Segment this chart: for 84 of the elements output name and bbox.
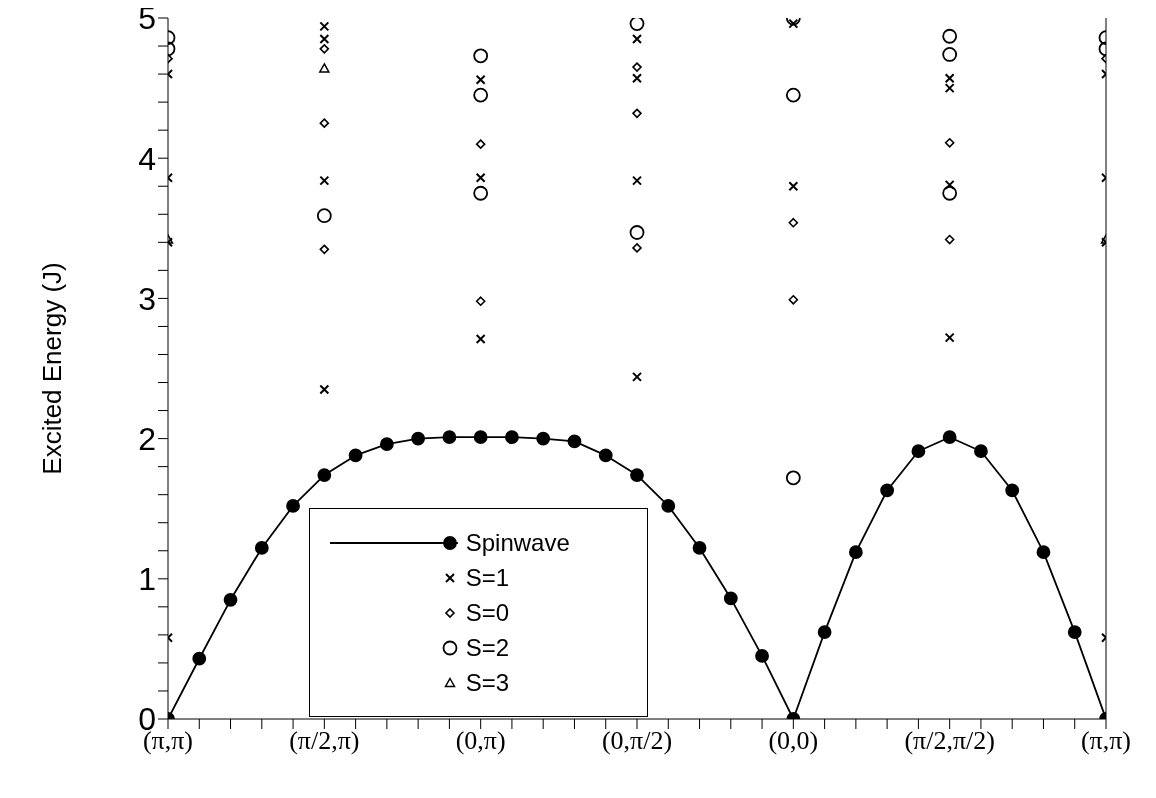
point	[192, 651, 207, 666]
point	[942, 430, 957, 445]
y-axis-title: Excited Energy (J)	[37, 262, 68, 475]
point	[348, 448, 363, 463]
point	[473, 48, 489, 64]
point	[629, 225, 645, 240]
point	[632, 34, 642, 45]
y-tick-label: 3	[138, 280, 156, 317]
point	[632, 73, 642, 84]
point	[475, 139, 486, 149]
point	[788, 181, 799, 192]
point	[944, 137, 955, 148]
point	[319, 118, 330, 128]
point	[944, 73, 955, 84]
legend-label: Spinwave	[465, 528, 570, 557]
point	[411, 431, 426, 446]
x-tick-label: (π,π)	[1080, 726, 1132, 756]
y-tick-label: 4	[138, 140, 156, 177]
point	[286, 499, 300, 513]
point	[319, 244, 330, 255]
point	[817, 625, 832, 639]
point	[785, 470, 801, 486]
x-tick-label: (0,π)	[455, 726, 506, 756]
point	[319, 44, 330, 54]
point	[319, 175, 330, 186]
point	[319, 34, 330, 45]
point	[473, 185, 489, 201]
point	[475, 334, 486, 345]
point	[944, 83, 955, 94]
point	[505, 430, 519, 445]
point	[848, 545, 863, 560]
y-tick-label: 5	[138, 0, 156, 37]
point	[442, 430, 457, 445]
point	[632, 243, 642, 253]
point	[632, 62, 642, 72]
point	[475, 74, 486, 85]
legend-label: S=1	[465, 563, 510, 592]
point	[473, 87, 489, 103]
point	[536, 431, 551, 446]
y-tick-label: 2	[138, 420, 156, 457]
point	[942, 185, 958, 201]
point	[1067, 625, 1082, 639]
point	[788, 217, 799, 228]
point	[473, 430, 488, 445]
point	[317, 468, 332, 482]
point	[723, 591, 738, 606]
x-tick-label: (0,0)	[768, 726, 819, 756]
point	[567, 434, 582, 449]
point	[944, 332, 955, 343]
point	[942, 47, 958, 62]
point	[254, 541, 269, 555]
point	[785, 87, 801, 103]
point	[1036, 545, 1051, 560]
x-tick-label: (π/2,π/2)	[904, 726, 995, 756]
point	[911, 444, 926, 459]
point	[223, 592, 238, 607]
point	[630, 468, 644, 482]
y-tick-label: 1	[138, 561, 156, 598]
point	[755, 649, 769, 663]
legend-label: S=0	[465, 598, 510, 627]
point	[632, 108, 642, 119]
x-tick-label: (π/2,π)	[289, 726, 360, 756]
point	[319, 384, 330, 395]
point	[880, 483, 895, 498]
legend-label: S=2	[465, 633, 510, 662]
point	[598, 448, 613, 463]
point	[944, 234, 955, 245]
point	[379, 437, 394, 452]
x-tick-label: (0,π/2)	[601, 726, 673, 756]
point	[319, 21, 330, 32]
point	[475, 296, 486, 306]
point	[632, 371, 642, 382]
point	[1005, 483, 1020, 498]
legend-label: S=3	[465, 668, 510, 697]
point	[974, 444, 988, 459]
point	[629, 18, 645, 32]
point	[661, 499, 676, 513]
point	[942, 28, 958, 44]
point	[632, 175, 642, 186]
point	[316, 208, 332, 224]
point	[692, 541, 707, 555]
point	[788, 295, 799, 305]
point	[475, 172, 486, 183]
point	[788, 18, 799, 29]
